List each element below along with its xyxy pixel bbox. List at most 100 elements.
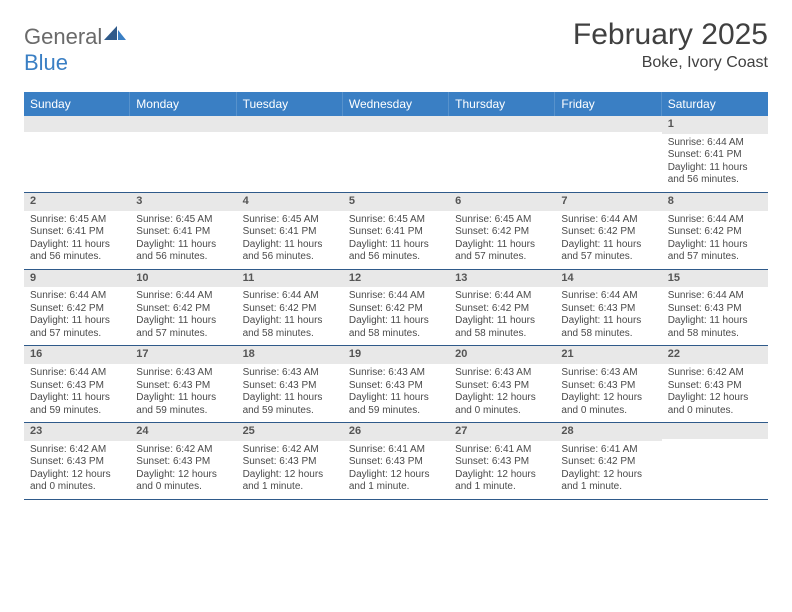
day-cell: 26Sunrise: 6:41 AMSunset: 6:43 PMDayligh… bbox=[343, 423, 449, 499]
daylight-text: Daylight: 11 hours and 58 minutes. bbox=[455, 315, 549, 340]
day-body: Sunrise: 6:42 AMSunset: 6:43 PMDaylight:… bbox=[24, 441, 130, 499]
day-cell: 28Sunrise: 6:41 AMSunset: 6:42 PMDayligh… bbox=[555, 423, 661, 499]
day-body: Sunrise: 6:44 AMSunset: 6:43 PMDaylight:… bbox=[662, 287, 768, 345]
day-cell: 9Sunrise: 6:44 AMSunset: 6:42 PMDaylight… bbox=[24, 270, 130, 346]
week-row: 1Sunrise: 6:44 AMSunset: 6:41 PMDaylight… bbox=[24, 116, 768, 193]
day-number: 10 bbox=[130, 270, 236, 288]
day-body: Sunrise: 6:43 AMSunset: 6:43 PMDaylight:… bbox=[449, 364, 555, 422]
day-cell: 5Sunrise: 6:45 AMSunset: 6:41 PMDaylight… bbox=[343, 193, 449, 269]
day-cell bbox=[343, 116, 449, 192]
day-body: Sunrise: 6:44 AMSunset: 6:42 PMDaylight:… bbox=[343, 287, 449, 345]
logo-text: General Blue bbox=[24, 24, 126, 76]
day-body: Sunrise: 6:44 AMSunset: 6:42 PMDaylight:… bbox=[449, 287, 555, 345]
day-cell: 2Sunrise: 6:45 AMSunset: 6:41 PMDaylight… bbox=[24, 193, 130, 269]
day-number: 7 bbox=[555, 193, 661, 211]
sunrise-text: Sunrise: 6:43 AM bbox=[561, 367, 655, 380]
day-body: Sunrise: 6:41 AMSunset: 6:43 PMDaylight:… bbox=[343, 441, 449, 499]
day-cell: 27Sunrise: 6:41 AMSunset: 6:43 PMDayligh… bbox=[449, 423, 555, 499]
day-cell bbox=[662, 423, 768, 499]
daylight-text: Daylight: 12 hours and 0 minutes. bbox=[561, 392, 655, 417]
daylight-text: Daylight: 12 hours and 1 minute. bbox=[349, 469, 443, 494]
daylight-text: Daylight: 12 hours and 0 minutes. bbox=[455, 392, 549, 417]
day-cell: 6Sunrise: 6:45 AMSunset: 6:42 PMDaylight… bbox=[449, 193, 555, 269]
sunrise-text: Sunrise: 6:44 AM bbox=[30, 367, 124, 380]
day-cell: 13Sunrise: 6:44 AMSunset: 6:42 PMDayligh… bbox=[449, 270, 555, 346]
day-cell: 24Sunrise: 6:42 AMSunset: 6:43 PMDayligh… bbox=[130, 423, 236, 499]
week-row: 9Sunrise: 6:44 AMSunset: 6:42 PMDaylight… bbox=[24, 270, 768, 347]
day-number: 13 bbox=[449, 270, 555, 288]
daylight-text: Daylight: 11 hours and 57 minutes. bbox=[561, 239, 655, 264]
day-cell: 19Sunrise: 6:43 AMSunset: 6:43 PMDayligh… bbox=[343, 346, 449, 422]
header: General Blue February 2025 Boke, Ivory C… bbox=[24, 18, 768, 76]
day-number: 9 bbox=[24, 270, 130, 288]
day-number: 21 bbox=[555, 346, 661, 364]
sunset-text: Sunset: 6:41 PM bbox=[136, 226, 230, 239]
sunset-text: Sunset: 6:43 PM bbox=[455, 380, 549, 393]
day-body: Sunrise: 6:44 AMSunset: 6:42 PMDaylight:… bbox=[130, 287, 236, 345]
daylight-text: Daylight: 12 hours and 1 minute. bbox=[455, 469, 549, 494]
day-number: 18 bbox=[237, 346, 343, 364]
sunset-text: Sunset: 6:41 PM bbox=[30, 226, 124, 239]
sunrise-text: Sunrise: 6:44 AM bbox=[30, 290, 124, 303]
weeks-container: 1Sunrise: 6:44 AMSunset: 6:41 PMDaylight… bbox=[24, 116, 768, 500]
sunset-text: Sunset: 6:42 PM bbox=[455, 226, 549, 239]
day-body: Sunrise: 6:45 AMSunset: 6:41 PMDaylight:… bbox=[343, 211, 449, 269]
sunrise-text: Sunrise: 6:44 AM bbox=[668, 290, 762, 303]
day-cell: 4Sunrise: 6:45 AMSunset: 6:41 PMDaylight… bbox=[237, 193, 343, 269]
sunset-text: Sunset: 6:43 PM bbox=[30, 380, 124, 393]
day-cell: 14Sunrise: 6:44 AMSunset: 6:43 PMDayligh… bbox=[555, 270, 661, 346]
empty-day-strip bbox=[24, 116, 130, 132]
logo-sail-icon bbox=[104, 26, 126, 49]
day-body: Sunrise: 6:42 AMSunset: 6:43 PMDaylight:… bbox=[662, 364, 768, 422]
daylight-text: Daylight: 11 hours and 57 minutes. bbox=[30, 315, 124, 340]
day-number: 22 bbox=[662, 346, 768, 364]
sunrise-text: Sunrise: 6:44 AM bbox=[349, 290, 443, 303]
sunset-text: Sunset: 6:41 PM bbox=[668, 149, 762, 162]
daylight-text: Daylight: 11 hours and 56 minutes. bbox=[136, 239, 230, 264]
day-cell bbox=[130, 116, 236, 192]
day-number: 5 bbox=[343, 193, 449, 211]
sunset-text: Sunset: 6:41 PM bbox=[349, 226, 443, 239]
empty-day-strip bbox=[449, 116, 555, 132]
sunset-text: Sunset: 6:43 PM bbox=[243, 380, 337, 393]
sunset-text: Sunset: 6:43 PM bbox=[668, 303, 762, 316]
location-label: Boke, Ivory Coast bbox=[573, 54, 768, 72]
week-row: 2Sunrise: 6:45 AMSunset: 6:41 PMDaylight… bbox=[24, 193, 768, 270]
day-number: 14 bbox=[555, 270, 661, 288]
sunset-text: Sunset: 6:43 PM bbox=[136, 456, 230, 469]
day-number: 26 bbox=[343, 423, 449, 441]
day-number: 3 bbox=[130, 193, 236, 211]
day-body: Sunrise: 6:41 AMSunset: 6:42 PMDaylight:… bbox=[555, 441, 661, 499]
sunrise-text: Sunrise: 6:41 AM bbox=[561, 444, 655, 457]
daylight-text: Daylight: 11 hours and 57 minutes. bbox=[455, 239, 549, 264]
sunrise-text: Sunrise: 6:44 AM bbox=[668, 137, 762, 150]
day-cell: 20Sunrise: 6:43 AMSunset: 6:43 PMDayligh… bbox=[449, 346, 555, 422]
sunset-text: Sunset: 6:43 PM bbox=[349, 380, 443, 393]
empty-day-strip bbox=[343, 116, 449, 132]
sunrise-text: Sunrise: 6:42 AM bbox=[243, 444, 337, 457]
sunrise-text: Sunrise: 6:41 AM bbox=[455, 444, 549, 457]
day-number: 17 bbox=[130, 346, 236, 364]
sunset-text: Sunset: 6:43 PM bbox=[349, 456, 443, 469]
daylight-text: Daylight: 12 hours and 0 minutes. bbox=[30, 469, 124, 494]
day-number: 25 bbox=[237, 423, 343, 441]
sunset-text: Sunset: 6:42 PM bbox=[561, 456, 655, 469]
day-cell bbox=[555, 116, 661, 192]
daylight-text: Daylight: 11 hours and 56 minutes. bbox=[668, 162, 762, 187]
day-body: Sunrise: 6:44 AMSunset: 6:42 PMDaylight:… bbox=[662, 211, 768, 269]
sunset-text: Sunset: 6:43 PM bbox=[30, 456, 124, 469]
day-number: 8 bbox=[662, 193, 768, 211]
day-cell bbox=[237, 116, 343, 192]
day-cell: 22Sunrise: 6:42 AMSunset: 6:43 PMDayligh… bbox=[662, 346, 768, 422]
title-block: February 2025 Boke, Ivory Coast bbox=[573, 18, 768, 72]
dow-tuesday: Tuesday bbox=[237, 92, 343, 116]
sunset-text: Sunset: 6:41 PM bbox=[243, 226, 337, 239]
sunrise-text: Sunrise: 6:45 AM bbox=[455, 214, 549, 227]
daylight-text: Daylight: 11 hours and 58 minutes. bbox=[243, 315, 337, 340]
sunset-text: Sunset: 6:43 PM bbox=[136, 380, 230, 393]
daylight-text: Daylight: 11 hours and 59 minutes. bbox=[349, 392, 443, 417]
sunrise-text: Sunrise: 6:42 AM bbox=[668, 367, 762, 380]
calendar-grid: SundayMondayTuesdayWednesdayThursdayFrid… bbox=[24, 92, 768, 500]
dow-monday: Monday bbox=[130, 92, 236, 116]
day-number: 12 bbox=[343, 270, 449, 288]
